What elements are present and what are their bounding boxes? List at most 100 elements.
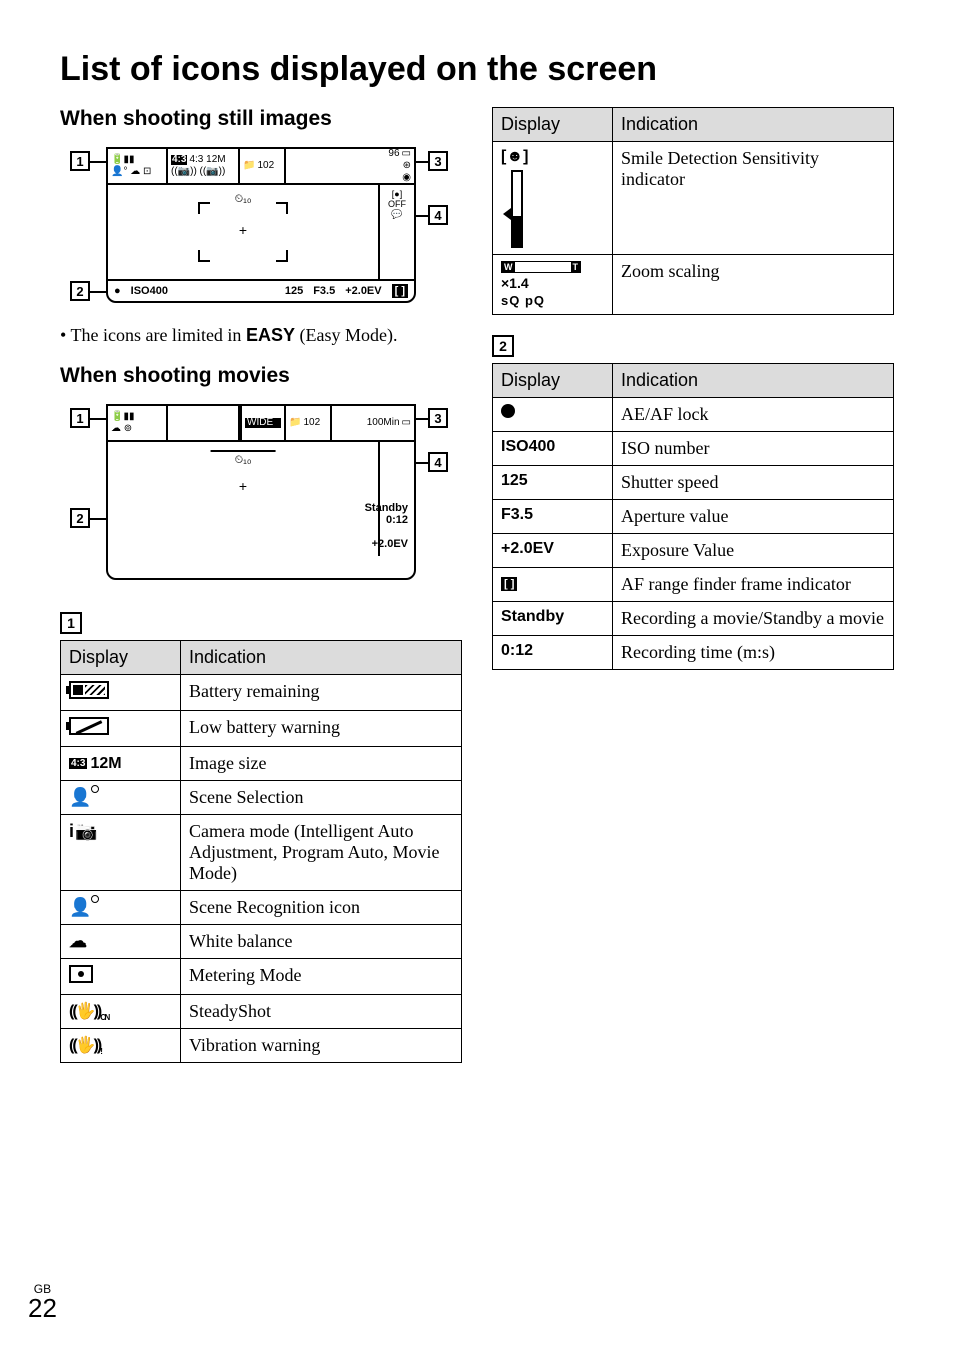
table-row: ((🖐))! Vibration warning (61, 1029, 462, 1063)
callout-1: 1 (70, 408, 90, 428)
cell-display: F3.5 (493, 500, 613, 534)
cell-text: ISO number (613, 432, 894, 466)
table-row: +2.0EV Exposure Value (493, 534, 894, 568)
diagram-text: 4:3 12M (189, 155, 225, 165)
table-row: Metering Mode (61, 959, 462, 995)
cell-display: 125 (493, 466, 613, 500)
diagram-text: Standby (365, 502, 408, 514)
callout-3: 3 (428, 151, 448, 171)
steadyshot-icon: ((🖐))ON (69, 1003, 108, 1020)
zoom-mags: sQ pQ (501, 293, 604, 308)
th-indication: Indication (613, 108, 894, 142)
callout-3: 3 (428, 408, 448, 428)
cell-display: ISO400 (493, 432, 613, 466)
callout-2: 2 (70, 508, 90, 528)
cell-text: AF range finder frame indicator (613, 568, 894, 602)
table-row: F3.5 Aperture value (493, 500, 894, 534)
cell-text: Scene Selection (181, 781, 462, 815)
diagram-text: + (239, 478, 247, 494)
cell-display: Standby (493, 602, 613, 636)
diagram-text: ⏲₁₀ (211, 450, 276, 467)
table-row: i Camera mode (Intelligent Auto Adjustme… (61, 815, 462, 891)
table-row: ☁ White balance (61, 925, 462, 959)
cell-text: Recording time (m:s) (613, 636, 894, 670)
left-column: When shooting still images 🔋▮▮ 👤° ☁ ⊡ 4:… (60, 107, 462, 1063)
th-indication: Indication (181, 641, 462, 675)
battery-icon (69, 681, 109, 699)
vibration-icon: ((🖐))! (69, 1037, 101, 1054)
section-1-badge: 1 (60, 612, 82, 634)
metering-icon (69, 965, 93, 983)
cell-text: Zoom scaling (613, 255, 894, 315)
easy-note: • The icons are limited in EASY (Easy Mo… (60, 325, 462, 346)
cell-text: Camera mode (Intelligent Auto Adjustment… (181, 815, 462, 891)
cell-text: Exposure Value (613, 534, 894, 568)
image-size-icon: 4:312M (69, 755, 122, 773)
table-row: [☻] Smile Detection Sensitivity indicato… (493, 142, 894, 255)
cell-display: +2.0EV (493, 534, 613, 568)
cell-text: Scene Recognition icon (181, 891, 462, 925)
th-display: Display (61, 641, 181, 675)
table-row: ISO400 ISO number (493, 432, 894, 466)
scene-recognition-icon: 👤 (69, 897, 97, 918)
section-2-table: Display Indication AE/AF lock ISO400 ISO… (492, 363, 894, 670)
page-num: 22 (28, 1295, 57, 1321)
right-top-table: Display Indication [☻] Smile Detection S… (492, 107, 894, 315)
callout-2: 2 (70, 281, 90, 301)
section-2-badge: 2 (492, 335, 514, 357)
zoom-icon: WT ×1.4 sQ pQ (501, 261, 604, 308)
scene-icon: 👤 (69, 787, 97, 808)
diagram-text: ⏲₁₀ (235, 193, 252, 206)
cell-display: 0:12 (493, 636, 613, 670)
af-frame-icon: [ ] (501, 577, 517, 591)
diagram-text: 0:12 (365, 514, 408, 526)
cell-text: AE/AF lock (613, 398, 894, 432)
cell-text: Image size (181, 747, 462, 781)
table-row: 0:12 Recording time (m:s) (493, 636, 894, 670)
diagram-text: 102 (257, 161, 274, 171)
cell-text: Smile Detection Sensitivity indicator (613, 142, 894, 255)
cell-text: Aperture value (613, 500, 894, 534)
cell-text: Vibration warning (181, 1029, 462, 1063)
th-display: Display (493, 364, 613, 398)
page-number: GB 22 (28, 1283, 57, 1321)
cell-text: Battery remaining (181, 675, 462, 711)
table-row: Standby Recording a movie/Standby a movi… (493, 602, 894, 636)
table-row: Low battery warning (61, 711, 462, 747)
table-row: 👤 Scene Recognition icon (61, 891, 462, 925)
table-row: AE/AF lock (493, 398, 894, 432)
diagram-text: 100Min (367, 418, 400, 428)
note-text: (Easy Mode). (295, 325, 397, 345)
cell-text: Metering Mode (181, 959, 462, 995)
callout-1: 1 (70, 151, 90, 171)
zoom-x: ×1.4 (501, 275, 604, 291)
th-indication: Indication (613, 364, 894, 398)
table-row: 125 Shutter speed (493, 466, 894, 500)
section-1-table: Display Indication Battery remaining Low… (60, 640, 462, 1063)
still-heading: When shooting still images (60, 107, 462, 131)
right-column: Display Indication [☻] Smile Detection S… (492, 107, 894, 1063)
camera-mode-icon: i (69, 821, 97, 842)
diagram-text: WIDE (245, 418, 281, 428)
diagram-text: ISO400 (131, 285, 168, 297)
table-row: Battery remaining (61, 675, 462, 711)
note-text: The icons are limited in (70, 325, 245, 345)
diagram-text: +2.0EV (372, 538, 408, 550)
still-diagram: 🔋▮▮ 👤° ☁ ⊡ 4:3 4:3 12M ((📷)) ((📷)) 📁102 … (90, 141, 462, 311)
aeaf-dot-icon (501, 404, 515, 418)
table-row: WT ×1.4 sQ pQ Zoom scaling (493, 255, 894, 315)
smile-icon: [☻] (501, 148, 604, 248)
callout-4: 4 (428, 452, 448, 472)
diagram-text: 96 (388, 149, 399, 159)
diagram-text: +2.0EV (345, 285, 381, 297)
page-title: List of icons displayed on the screen (60, 50, 894, 89)
white-balance-icon: ☁ (69, 931, 87, 951)
table-row: ((🖐))ON SteadyShot (61, 995, 462, 1029)
th-display: Display (493, 108, 613, 142)
cell-text: Low battery warning (181, 711, 462, 747)
cell-text: Recording a movie/Standby a movie (613, 602, 894, 636)
low-battery-icon (69, 717, 109, 735)
cell-text: White balance (181, 925, 462, 959)
table-row: [ ] AF range finder frame indicator (493, 568, 894, 602)
diagram-text: 125 (285, 285, 303, 297)
